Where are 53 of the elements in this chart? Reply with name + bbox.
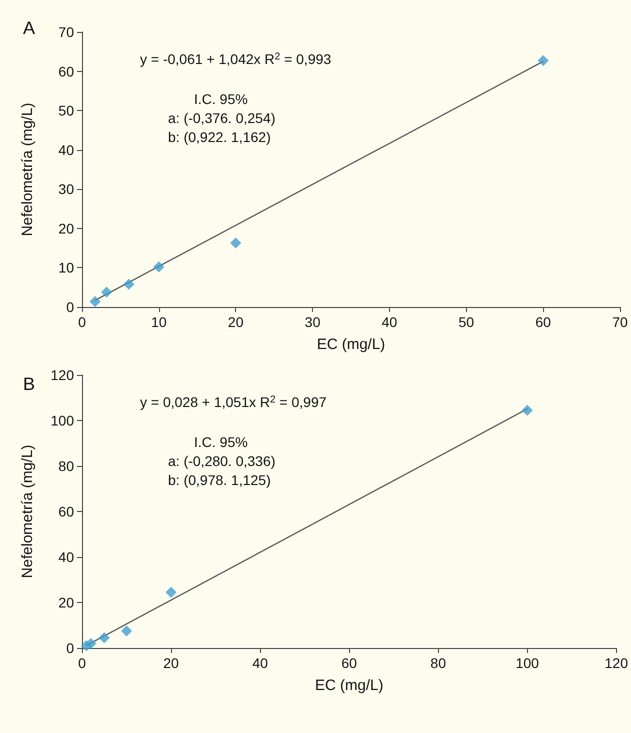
y-tick-label: 120: [50, 367, 74, 383]
x-tick-label: 30: [304, 314, 321, 330]
y-tick-label: 0: [66, 640, 74, 656]
y-tick-label: 80: [58, 458, 74, 474]
x-tick-label: 50: [458, 314, 474, 330]
y-tick-label: 50: [58, 102, 74, 119]
x-tick-label: 70: [612, 314, 628, 330]
point: [166, 586, 177, 598]
point: [153, 261, 164, 272]
annotation: I.C. 95%: [194, 91, 248, 107]
point: [123, 278, 134, 290]
point: [230, 237, 242, 248]
x-tick-label: 80: [430, 655, 446, 671]
point: [522, 404, 533, 416]
chart-title: B: [23, 374, 36, 394]
point: [101, 286, 112, 298]
y-tick-label: 20: [58, 220, 74, 236]
y-axis-title: Nefelometría (mg/L): [19, 444, 36, 578]
x-axis-title: EC (mg/L): [314, 677, 384, 694]
point: [121, 625, 132, 636]
y-tick-label: 10: [58, 260, 74, 276]
x-tick-label: 20: [163, 655, 180, 671]
x-tick-label: 60: [535, 314, 552, 330]
point: [538, 55, 549, 66]
annotation: I.C. 95%: [194, 434, 248, 450]
x-tick-label: 60: [341, 655, 358, 671]
x-tick-label: 40: [252, 655, 268, 671]
x-tick-label: 100: [516, 655, 540, 671]
y-tick-label: 70: [58, 24, 74, 40]
y-tick-label: 0: [66, 299, 74, 315]
annotation: a: (-0,280. 0,336): [168, 453, 276, 469]
x-tick-label: 0: [78, 314, 86, 330]
x-tick-label: 120: [604, 655, 628, 671]
x-tick-label: 40: [382, 314, 398, 330]
annotation: a: (-0,376. 0,254): [168, 110, 276, 126]
annotation: b: (0,922. 1,162): [168, 129, 271, 145]
point: [98, 632, 110, 644]
x-tick-label: 10: [151, 314, 167, 330]
chart-title: A: [23, 18, 36, 38]
y-axis-title: Nefelometría (mg/L): [19, 102, 36, 236]
x-axis-title: EC (mg/L): [316, 336, 386, 353]
point: [85, 638, 96, 649]
y-tick-label: 40: [58, 549, 74, 565]
y-tick-label: 100: [50, 412, 74, 428]
y-tick-label: 60: [58, 63, 74, 80]
y-tick-label: 20: [58, 594, 74, 610]
point: [90, 296, 101, 307]
x-tick-label: 20: [228, 314, 244, 330]
annotation: b: (0,978. 1,125): [168, 472, 271, 488]
y-tick-label: 30: [58, 181, 74, 198]
y-tick-label: 60: [58, 504, 74, 520]
x-tick-label: 0: [78, 655, 86, 671]
y-tick-label: 40: [58, 142, 74, 158]
